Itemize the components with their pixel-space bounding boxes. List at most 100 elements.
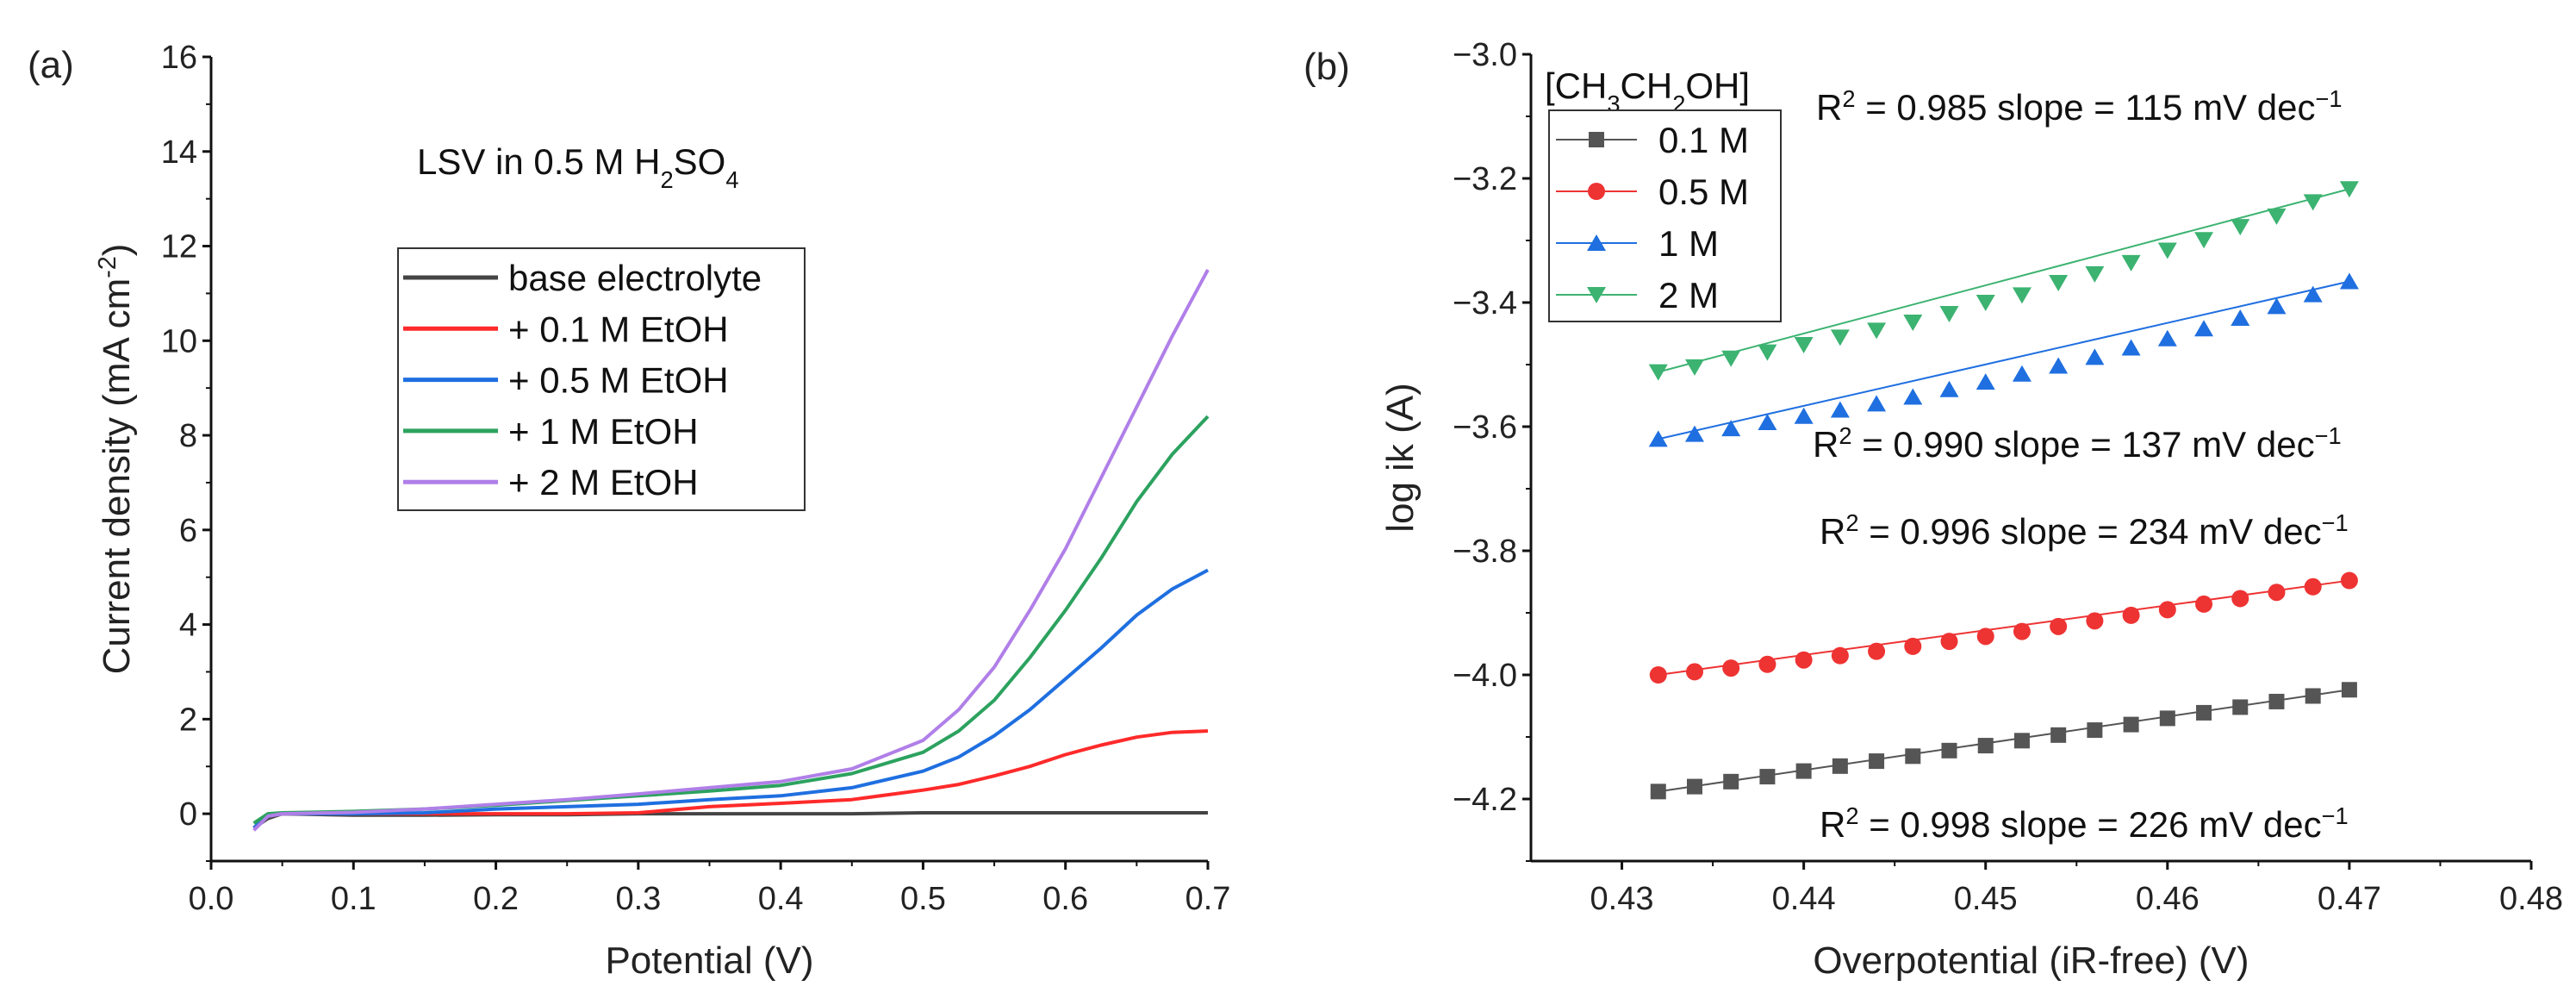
square-marker (2196, 704, 2212, 721)
triangle-down-marker (2085, 265, 2105, 283)
circle-marker (1795, 651, 1813, 669)
x-tick-label: 0.4 (758, 881, 804, 917)
square-marker (1869, 753, 1885, 770)
triangle-down-marker (2231, 219, 2250, 236)
panel-a-lsv-chart: (a) 0.0 0.1 0.2 0.3 0.4 0.5 0.6 0.7 0 2 4 6 8 10 12 14 16… (28, 40, 1230, 982)
square-marker (2341, 682, 2357, 698)
panel-b-tafel-chart: (b) 0.43 0.44 0.45 0.46 0.47 0.48 −4.2 −4.0 −3.8 −… (1304, 37, 2563, 982)
circle-marker (1649, 666, 1667, 684)
x-tick-label: 0.0 (189, 881, 234, 917)
circle-marker (1588, 183, 1605, 200)
triangle-up-marker (1721, 420, 1741, 437)
triangle-down-marker (1587, 287, 1606, 303)
circle-marker (2231, 590, 2249, 608)
y-tick-label: 10 (161, 323, 197, 359)
chart-annotation: LSV in 0.5 M H2SO4 (417, 141, 739, 193)
triangle-up-marker (1903, 388, 1923, 405)
square-marker (1795, 763, 1812, 779)
circle-marker (1758, 655, 1776, 673)
y-tick-label: −3.0 (1453, 37, 1517, 73)
square-marker (1723, 773, 1739, 790)
square-marker (2232, 699, 2249, 715)
square-marker (1832, 758, 1848, 774)
square-marker (1650, 783, 1666, 800)
y-tick-label: 4 (179, 608, 197, 644)
x-tick-label: 0.45 (1954, 881, 2018, 917)
y-tick-label: 12 (161, 229, 197, 265)
y-tick-label: 2 (179, 702, 197, 738)
triangle-down-marker (2157, 242, 2177, 259)
triangle-up-marker (2012, 365, 2032, 382)
circle-marker (2340, 571, 2358, 590)
x-axis-label: Overpotential (iR-free) (V) (1813, 939, 2249, 982)
triangle-down-marker (2121, 254, 2141, 272)
triangle-up-marker (1587, 234, 1606, 251)
x-tick-label: 0.6 (1042, 881, 1088, 917)
panel-label: (a) (28, 44, 74, 86)
fit-annotation: R2 = 0.996 slope = 234 mV dec−1 (1820, 509, 2349, 552)
circle-marker (2122, 606, 2140, 624)
series-line--0-5-m-etoh (252, 568, 1209, 830)
y-tick-label: −4.0 (1453, 658, 1517, 694)
x-tick-label: 0.7 (1185, 881, 1231, 917)
square-marker (2013, 733, 2030, 749)
legend-label: + 0.5 M EtOH (508, 360, 729, 401)
x-tick-label: 0.44 (1772, 881, 1836, 917)
triangle-down-marker (1830, 329, 1850, 346)
circle-marker (2050, 617, 2068, 635)
y-tick-label: 0 (179, 796, 197, 833)
circle-marker (1722, 659, 1740, 677)
square-marker (1977, 738, 1994, 754)
series-0-5-m (1649, 571, 2358, 684)
triangle-up-marker (1830, 401, 1850, 418)
triangle-up-marker (1976, 373, 1995, 390)
x-tick-label: 0.1 (331, 881, 376, 917)
y-tick-label: −3.2 (1453, 161, 1517, 197)
y-tick-label: 16 (161, 40, 197, 76)
circle-marker (1940, 633, 1958, 651)
y-tick-label: −3.6 (1453, 409, 1517, 446)
legend-label: 0.1 M (1658, 120, 1749, 160)
series-1-m (1648, 272, 2359, 447)
x-tick-label: 0.47 (2318, 881, 2381, 917)
fit-annotation: R2 = 0.985 slope = 115 mV dec−1 (1816, 85, 2343, 128)
square-marker (2159, 710, 2175, 727)
triangle-down-marker (1939, 305, 1959, 322)
triangle-up-marker (2339, 272, 2359, 290)
triangle-up-marker (1794, 407, 1814, 424)
square-marker (2268, 693, 2285, 709)
triangle-up-marker (1684, 425, 1704, 442)
legend-title: [CH3CH2OH] (1545, 66, 1750, 117)
triangle-down-marker (1758, 344, 1777, 361)
triangle-up-marker (2085, 348, 2105, 365)
legend-label: base electrolyte (508, 258, 762, 298)
x-tick-label: 0.5 (900, 881, 946, 917)
circle-marker (2013, 622, 2031, 640)
triangle-up-marker (2121, 339, 2141, 356)
triangle-down-marker (1867, 322, 1887, 340)
triangle-up-marker (1939, 380, 1959, 397)
fit-annotation: R2 = 0.998 slope = 226 mV dec−1 (1820, 802, 2349, 846)
y-tick-label: −3.4 (1453, 285, 1517, 321)
triangle-down-marker (1648, 364, 1668, 381)
triangle-down-marker (2012, 287, 2032, 304)
square-marker (2050, 727, 2067, 743)
triangle-down-marker (2049, 274, 2069, 291)
triangle-up-marker (1758, 413, 1777, 430)
circle-marker (1868, 642, 1886, 660)
triangle-up-marker (1867, 395, 1887, 412)
legend: base electrolyte + 0.1 M EtOH + 0.5 M EtOH… (397, 247, 806, 511)
triangle-down-marker (1721, 350, 1741, 367)
triangle-down-marker (1794, 336, 1814, 353)
triangle-down-marker (2194, 232, 2214, 249)
square-marker (1589, 132, 1604, 147)
square-marker (2305, 688, 2321, 704)
square-marker (1905, 748, 1921, 765)
x-tick-label: 0.48 (2499, 881, 2563, 917)
triangle-up-marker (2157, 329, 2177, 346)
legend-label: + 2 M EtOH (508, 462, 699, 502)
x-tick-label: 0.3 (615, 881, 661, 917)
legend-box (1548, 109, 1782, 322)
legend-label: + 0.1 M EtOH (508, 309, 729, 349)
